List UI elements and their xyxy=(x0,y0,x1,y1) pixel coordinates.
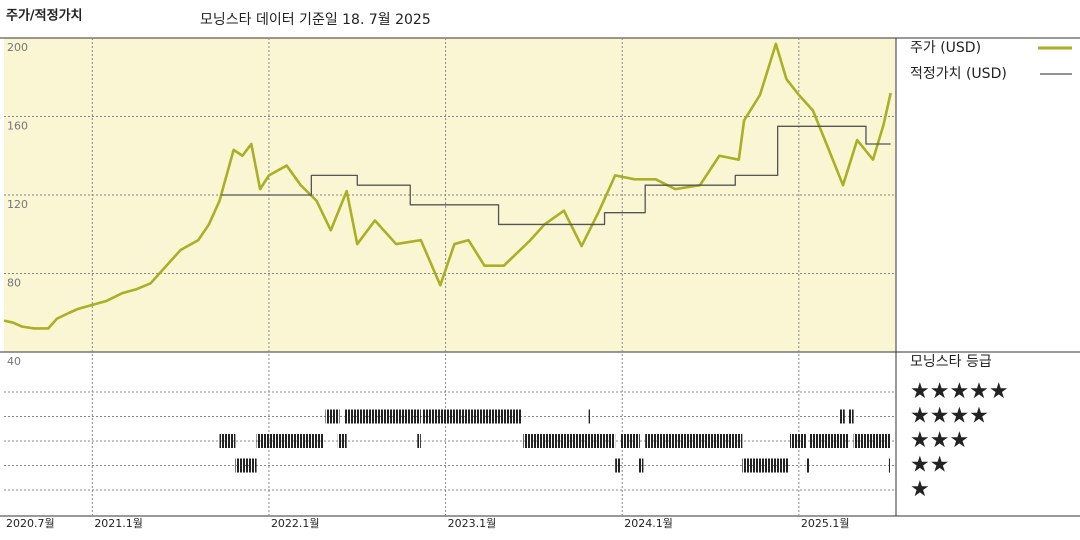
rating-bar xyxy=(235,458,257,473)
chart-subtitle: 모닝스타 데이터 기준일 18. 7월 2025 xyxy=(200,12,431,28)
y-tick-label: 40 xyxy=(7,355,21,368)
x-tick-label: 2022.1월 xyxy=(271,517,320,530)
frame xyxy=(0,37,1080,517)
x-tick-label: 2025.1월 xyxy=(801,517,850,530)
rating-bar xyxy=(337,434,347,448)
rating-label: ★★★★★ xyxy=(910,379,1009,404)
rating-bar xyxy=(848,409,854,424)
series-line xyxy=(3,42,892,330)
rating-bar xyxy=(790,434,806,448)
x-tick-label: 2021.1월 xyxy=(94,517,143,530)
rating-bar xyxy=(256,434,324,448)
rating-bar xyxy=(742,458,789,473)
y-tick-label: 160 xyxy=(7,120,28,133)
x-tick-label: 2024.1월 xyxy=(624,517,673,530)
rating-bar xyxy=(523,434,616,448)
x-tick-label: 2023.1월 xyxy=(448,517,497,530)
rating-bar xyxy=(344,409,421,424)
rating-bar xyxy=(422,409,522,424)
rating-bar xyxy=(638,458,644,473)
rating-bar xyxy=(805,458,810,473)
rating-title: 모닝스타 등급 xyxy=(910,354,992,370)
rating-bar xyxy=(645,434,743,448)
rating-bar xyxy=(620,434,640,448)
y-tick-label: 200 xyxy=(7,41,28,54)
rating-bar xyxy=(853,434,891,448)
rating-bar xyxy=(219,434,236,448)
x-tick-label: 2020.7월 xyxy=(6,517,55,530)
legend-label: 주가 (USD) xyxy=(910,40,981,56)
rating-label: ★★★ xyxy=(910,428,969,453)
y-tick-label: 120 xyxy=(7,198,28,211)
legend-label: 적정가치 (USD) xyxy=(910,66,1007,82)
rating-bar xyxy=(615,458,621,473)
rating-bar xyxy=(325,409,340,424)
rating-bar xyxy=(417,434,421,448)
chart-title: 주가/적정가치 xyxy=(6,8,83,24)
series-line xyxy=(221,125,891,226)
rating-bar xyxy=(588,409,591,424)
rating-label: ★ xyxy=(910,477,930,502)
rating-label: ★★★★ xyxy=(910,404,989,429)
rating-label: ★★ xyxy=(910,453,949,478)
rating-bar xyxy=(809,434,849,448)
rating-bar xyxy=(839,409,845,424)
rating-bar xyxy=(888,458,891,473)
y-tick-label: 80 xyxy=(7,277,21,290)
